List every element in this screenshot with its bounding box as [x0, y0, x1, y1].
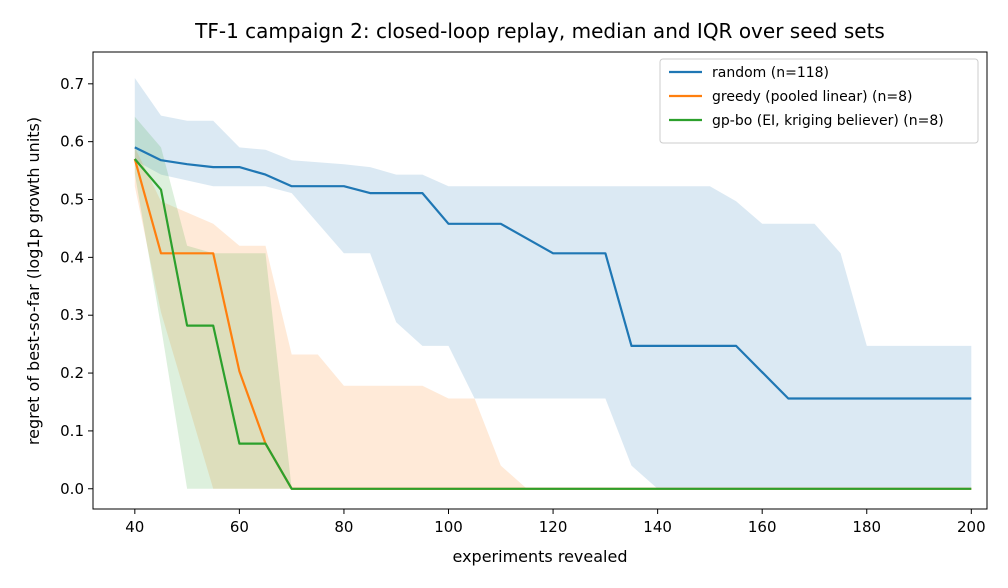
- chart-title: TF-1 campaign 2: closed-loop replay, med…: [194, 19, 885, 43]
- y-tick-label: 0.7: [60, 75, 84, 93]
- iqr-band-0: [134, 78, 972, 489]
- y-tick-label: 0.4: [60, 248, 84, 266]
- x-axis-label: experiments revealed: [453, 547, 628, 566]
- x-tick-label: 140: [643, 518, 672, 536]
- x-tick-label: 80: [334, 518, 353, 536]
- y-tick-label: 0.5: [60, 191, 84, 209]
- legend-box: [659, 58, 979, 144]
- median-line-2: [133, 158, 972, 490]
- legend: random (n=118) greedy (pooled linear) (n=…: [659, 58, 979, 144]
- y-tick-label: 0.3: [60, 306, 84, 324]
- legend-label-0: random (n=118): [712, 65, 829, 81]
- x-tick-label: 40: [125, 518, 144, 536]
- y-tick-label: 0.1: [60, 422, 84, 440]
- legend-label-1: greedy (pooled linear) (n=8): [712, 89, 912, 105]
- plot-frame: [92, 51, 988, 510]
- iqr-band-1: [134, 147, 527, 489]
- x-tick-label: 100: [434, 518, 463, 536]
- y-tick-label: 0.2: [60, 364, 84, 382]
- x-tick-label: 120: [539, 518, 568, 536]
- x-tick-label: 160: [748, 518, 777, 536]
- x-tick-label: 200: [957, 518, 986, 536]
- y-axis-label: regret of best-so-far (log1p growth unit…: [24, 117, 43, 445]
- x-tick-label: 60: [230, 518, 249, 536]
- legend-label-2: gp-bo (EI, kriging believer) (n=8): [712, 113, 944, 129]
- iqr-band-2: [134, 116, 292, 489]
- plot-area: [133, 78, 972, 490]
- x-axis: 40 60 80 100 120 140 160 180 200: [125, 509, 986, 536]
- y-tick-label: 0.0: [60, 480, 84, 498]
- median-line-0: [134, 146, 972, 400]
- y-axis: 0.0 0.1 0.2 0.3 0.4 0.5 0.6 0.7: [60, 75, 93, 498]
- y-tick-label: 0.6: [60, 133, 84, 151]
- x-tick-label: 180: [852, 518, 881, 536]
